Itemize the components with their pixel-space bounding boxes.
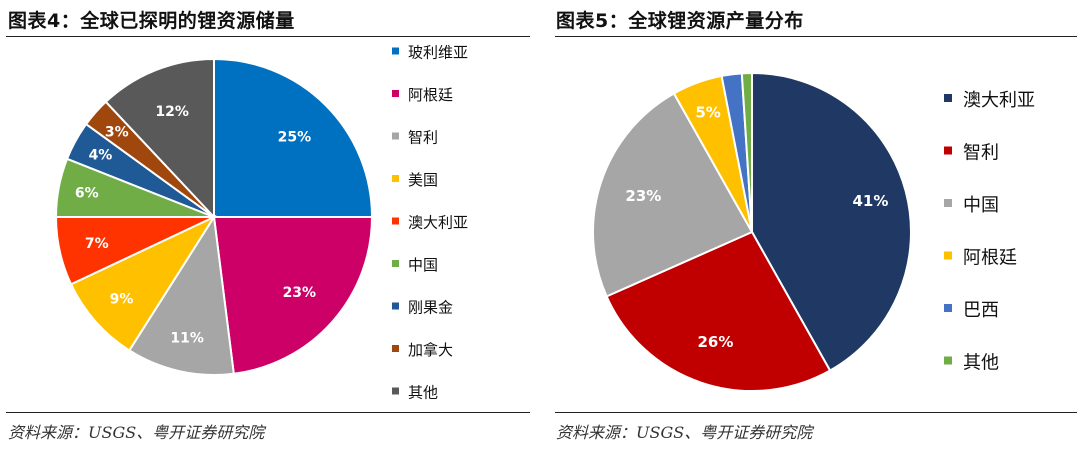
figure-5-legend-swatch-item-0 <box>944 94 952 102</box>
figure-5-slice-item-2 <box>592 92 754 298</box>
figure-4-source: 资料来源：USGS、粤开证券研究院 <box>8 423 265 442</box>
figure-4-data-label-item-1: 23% <box>283 285 317 301</box>
figure-4-title: 图表4：全球已探明的锂资源储量 <box>8 10 295 32</box>
figure-4-data-label-item-5: 6% <box>75 186 99 202</box>
figure-4-slice-item-1 <box>212 216 374 375</box>
figure-4-data-label-item-4: 7% <box>85 236 109 252</box>
figure-4-legend-swatch-item-2 <box>392 132 399 140</box>
figure-5-legend-label-item-0: 澳大利亚 <box>963 90 1035 111</box>
figure-5-legend-swatch-item-1 <box>944 146 952 155</box>
figure-5-slice-item-5 <box>740 71 753 233</box>
figure-5-legend-label-item-3: 阿根廷 <box>963 248 1017 269</box>
figure-4-legend-swatch-item-1 <box>392 90 399 97</box>
figure-4-legend-label-item-5: 中国 <box>408 256 438 274</box>
figure-4-legend-swatch-item-7 <box>392 345 399 352</box>
figure-4-data-label-item-8: 12% <box>155 104 189 120</box>
figure-4-legend-label-item-2: 智利 <box>408 129 438 147</box>
figure-5-legend-label-item-4: 巴西 <box>963 300 999 321</box>
figure-4-data-label-item-7: 3% <box>105 124 129 140</box>
figure-5-top-rule <box>555 36 1077 37</box>
figure-4-legend-label-item-7: 加拿大 <box>408 341 453 359</box>
figure-4-legend-label-item-6: 刚果金 <box>408 299 453 317</box>
figure-4-legend-swatch-item-0 <box>392 47 399 55</box>
figure-5-legend-swatch-item-4 <box>944 304 952 312</box>
figure-4-slice-item-0 <box>213 57 374 218</box>
figure-4-legend-label-item-1: 阿根廷 <box>408 86 453 104</box>
figure-4-legend-swatch-item-5 <box>392 260 399 267</box>
figure-4-top-rule <box>6 36 530 37</box>
figure-4-data-label-item-2: 11% <box>170 330 204 346</box>
figure-4-pie-chart: 25% 23% 11% 9% 7% 6% 4% 3% 12% 玻利维亚阿根廷智利美国澳大利亚中国刚… <box>54 44 468 402</box>
figure-5-data-label-item-0: 41% <box>852 192 888 210</box>
figure-4-slice-item-8 <box>104 57 215 220</box>
figure-4-bottom-rule <box>6 412 530 413</box>
figure-4-legend-swatch-item-4 <box>392 217 399 225</box>
figure-5-data-label-item-1: 26% <box>697 333 733 351</box>
figure-4-legend-label-item-4: 澳大利亚 <box>408 214 468 232</box>
figure-4-legend-swatch-item-6 <box>392 302 399 310</box>
figure-4-data-label-item-3: 9% <box>110 292 134 308</box>
figure-5-data-label-item-3: 5% <box>695 104 720 122</box>
figure-4-slice-item-2 <box>127 214 235 376</box>
figure-5-source: 资料来源：USGS、粤开证券研究院 <box>556 423 813 442</box>
figure-5-bottom-rule <box>555 412 1077 413</box>
figure-5-data-label-item-2: 23% <box>625 187 661 205</box>
figure-4-legend-label-item-0: 玻利维亚 <box>408 44 468 62</box>
figure-4-legend-swatch-item-8 <box>392 387 399 395</box>
figure-5-legend-label-item-1: 智利 <box>963 143 999 164</box>
figure-4-legend-swatch-item-3 <box>392 175 399 182</box>
figure-4-data-label-item-6: 4% <box>89 148 113 164</box>
figure-5-legend-swatch-item-5 <box>944 356 952 365</box>
figure-4-legend-label-item-8: 其他 <box>408 384 438 402</box>
figure-5-legend-label-item-5: 其他 <box>963 353 999 374</box>
figure-5-panel: 图表5：全球锂资源产量分布 41% 26% 23% 5% 澳大利亚智利中国阿根廷巴西其他… <box>553 0 1080 452</box>
figure-5-legend-swatch-item-2 <box>944 199 952 207</box>
figure-5-legend-label-item-2: 中国 <box>963 195 999 216</box>
figure-4-slice-item-3 <box>69 214 217 352</box>
figure-5-title: 图表5：全球锂资源产量分布 <box>556 10 804 32</box>
figure-4-panel: 图表4：全球已探明的锂资源储量 25% 23% 11% 9% 7% 6% 4% 3% 12% 玻利… <box>0 0 530 452</box>
figure-4-legend-label-item-3: 美国 <box>408 171 438 189</box>
figure-5-slice-item-0 <box>751 71 912 372</box>
figure-4-data-label-item-0: 25% <box>278 130 312 146</box>
figure-5-legend-swatch-item-3 <box>944 251 952 260</box>
